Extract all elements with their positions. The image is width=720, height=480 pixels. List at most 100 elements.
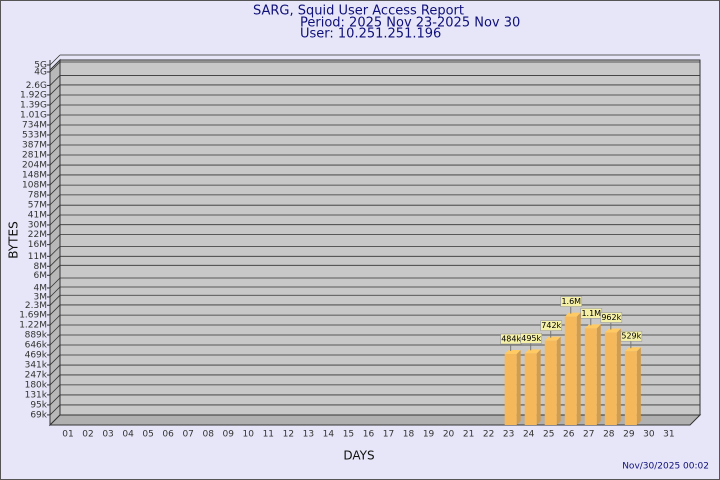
y-tick-label: 646k bbox=[25, 340, 48, 350]
x-tick-label: 04 bbox=[122, 430, 134, 440]
grid-line-side bbox=[49, 164, 61, 176]
floor bbox=[48, 414, 702, 426]
bar bbox=[624, 351, 637, 425]
grid-line-side bbox=[49, 75, 61, 86]
value-label: 529k bbox=[621, 332, 641, 341]
x-tick-label: 02 bbox=[82, 430, 93, 440]
grid-line-side bbox=[49, 324, 61, 336]
x-tick-label: 08 bbox=[202, 430, 214, 440]
x-tick-label: 21 bbox=[463, 430, 474, 440]
x-tick-label: 03 bbox=[102, 430, 113, 440]
x-tick-label: 28 bbox=[603, 430, 615, 440]
y-tick-label: 41M bbox=[28, 211, 47, 221]
y-tick-label: 131k bbox=[25, 390, 48, 400]
x-tick-label: 18 bbox=[403, 430, 415, 440]
y-tick-label: 469k bbox=[25, 351, 48, 361]
bar-top bbox=[544, 336, 561, 341]
bar-side bbox=[576, 312, 581, 425]
grid-line-side bbox=[49, 124, 61, 136]
back-wall bbox=[59, 59, 701, 416]
x-tick-label: 10 bbox=[243, 430, 255, 440]
y-tick-label: 281M bbox=[22, 151, 47, 161]
grid-line-side bbox=[49, 224, 61, 235]
grid-line-side bbox=[49, 394, 61, 406]
x-tick-label: 17 bbox=[383, 430, 394, 440]
footer: Nov/30/2025 00:02 bbox=[622, 462, 709, 472]
x-tick-label: 09 bbox=[223, 430, 235, 440]
y-tick-label: 247k bbox=[25, 371, 48, 381]
grid-line-side bbox=[49, 277, 61, 289]
grid-line-side bbox=[49, 246, 61, 257]
y-tick-label: 387M bbox=[22, 141, 47, 151]
x-tick-label: 27 bbox=[583, 430, 594, 440]
x-tick-label: 01 bbox=[62, 430, 73, 440]
y-tick-label: 16M bbox=[28, 240, 47, 250]
bar-top bbox=[524, 349, 541, 354]
grid-line-side bbox=[49, 84, 61, 96]
value-label-box bbox=[620, 330, 643, 342]
x-axis-label: DAYS bbox=[343, 449, 374, 463]
x-tick-label: 22 bbox=[483, 430, 494, 440]
grid-line-side bbox=[49, 286, 61, 298]
grid-line-side bbox=[49, 204, 61, 216]
bar-top bbox=[624, 347, 641, 352]
y-tick-label: 2.3M bbox=[25, 301, 47, 311]
x-tick-label: 23 bbox=[503, 430, 514, 440]
bar-side bbox=[616, 328, 621, 425]
value-label: 1.6M bbox=[561, 297, 581, 306]
y-tick-label: 533M bbox=[22, 131, 47, 141]
y-tick-label: 889k bbox=[25, 331, 48, 341]
y-tick-label: 1.01G bbox=[20, 111, 47, 121]
bar-side bbox=[596, 324, 601, 425]
x-tick-label: 30 bbox=[643, 430, 655, 440]
x-tick-label: 07 bbox=[182, 430, 193, 440]
value-label: 742k bbox=[541, 321, 561, 330]
grid-line-side bbox=[49, 184, 61, 196]
value-label-box bbox=[560, 296, 583, 307]
bar bbox=[564, 316, 577, 425]
x-tick-label: 11 bbox=[263, 430, 274, 440]
value-label: 962k bbox=[601, 313, 621, 322]
x-tick-label: 24 bbox=[523, 430, 535, 440]
chart-user: User: 10.251.251.196 bbox=[300, 27, 441, 42]
grid-line-side bbox=[49, 265, 61, 276]
bar-top bbox=[604, 328, 621, 333]
y-tick-label: 22M bbox=[28, 230, 47, 240]
y-axis-label: BYTES bbox=[7, 221, 21, 258]
grid-line-side bbox=[49, 61, 61, 73]
grid-line-side bbox=[49, 174, 61, 186]
grid-line-side bbox=[49, 334, 61, 346]
grid-line-side bbox=[49, 154, 61, 166]
grid-line-side bbox=[49, 354, 61, 366]
value-label: 484k bbox=[501, 335, 521, 344]
value-label-box bbox=[520, 333, 542, 344]
y-tick-label: 11M bbox=[28, 252, 47, 262]
grid-line-side bbox=[49, 54, 61, 66]
grid-line-side bbox=[49, 114, 61, 126]
y-tick-label: 78M bbox=[28, 191, 47, 201]
value-label-box bbox=[540, 320, 563, 331]
bar-side bbox=[556, 336, 561, 425]
grid-line-side bbox=[49, 194, 61, 206]
y-tick-label: 30M bbox=[28, 220, 47, 230]
x-tick-label: 16 bbox=[363, 430, 375, 440]
y-tick-label: 1.69M bbox=[19, 310, 47, 320]
y-tick-label: 1.39G bbox=[20, 101, 47, 111]
grid-line-side bbox=[49, 134, 61, 146]
bar-top bbox=[564, 312, 581, 317]
bar-top bbox=[584, 324, 601, 329]
x-tick-label: 05 bbox=[142, 430, 153, 440]
grid-line-side bbox=[49, 364, 61, 376]
bar bbox=[604, 332, 617, 425]
y-tick-label: 341k bbox=[25, 360, 48, 370]
y-tick-label: 69k bbox=[30, 410, 47, 420]
y-tick-label: 1.92G bbox=[20, 90, 47, 100]
bar-top bbox=[504, 350, 521, 355]
x-tick-label: 14 bbox=[323, 430, 335, 440]
y-tick-label: 204M bbox=[22, 161, 47, 171]
bar-side bbox=[636, 347, 641, 425]
y-tick-label: 8M bbox=[34, 262, 48, 272]
bar-side bbox=[516, 350, 521, 425]
grid-line-side bbox=[49, 104, 61, 116]
grid-line-side bbox=[49, 404, 61, 416]
